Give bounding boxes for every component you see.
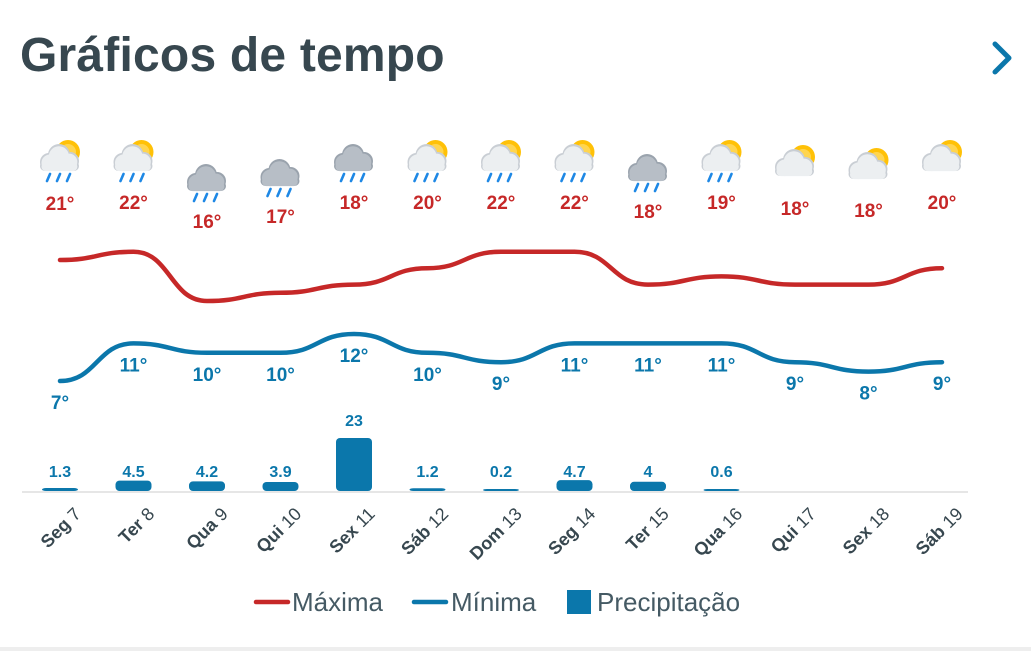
partly-cloudy-rain-icon	[701, 140, 742, 183]
x-tick-label: Qui 10	[252, 504, 305, 557]
precipitation-label: 0.2	[490, 464, 512, 481]
precipitation-label: 3.9	[269, 464, 291, 481]
x-tick-label: Seg 7	[37, 504, 85, 552]
max-temp-label: 22°	[119, 193, 148, 214]
min-temp-label: 9°	[492, 374, 510, 395]
x-tick-label: Ter 15	[622, 504, 673, 555]
precipitation-label: 4.5	[122, 464, 144, 481]
x-tick-label: Sáb 12	[397, 504, 452, 559]
precipitation-bar	[336, 438, 372, 491]
chevron-right-icon	[992, 41, 1012, 75]
precipitation-bar	[630, 481, 666, 491]
max-temp-label: 18°	[854, 201, 883, 222]
max-temp-label: 17°	[266, 207, 295, 228]
more-button[interactable]	[985, 38, 1017, 78]
partly-cloudy-rain-icon	[40, 140, 80, 183]
min-temp-label: 9°	[786, 374, 804, 395]
max-temp-label: 21°	[46, 194, 75, 215]
x-tick-label: Dom 13	[466, 504, 526, 564]
min-temp-label: 12°	[340, 346, 369, 367]
min-temp-label: 11°	[708, 355, 736, 376]
precipitation-label: 1.2	[416, 464, 438, 481]
legend: Máxima Mínima Precipitação	[253, 587, 740, 617]
precipitation-label: 4.2	[196, 464, 218, 481]
partly-cloudy-icon	[922, 140, 962, 172]
max-temp-label: 19°	[707, 193, 736, 214]
min-temp-label: 7°	[51, 393, 69, 414]
min-temp-label: 9°	[933, 374, 951, 395]
max-temp-label: 22°	[560, 193, 589, 214]
cloud-rain-icon	[187, 164, 226, 203]
x-tick-label: Qua 16	[690, 504, 747, 561]
legend-min-label: Mínima	[451, 587, 537, 617]
x-tick-label: Sex 18	[839, 504, 893, 558]
cloud-rain-icon	[260, 159, 300, 198]
max-temp-label: 22°	[487, 193, 516, 214]
x-tick-label: Sex 11	[325, 504, 379, 558]
precipitation-label: 23	[345, 413, 363, 430]
max-temp-label: 18°	[340, 193, 369, 214]
precipitation-bar	[409, 488, 446, 491]
precipitation-bar	[483, 489, 519, 491]
partly-cloudy-rain-icon	[554, 140, 595, 183]
legend-precip-label: Precipitação	[597, 587, 740, 617]
precipitation-label: 0.6	[710, 464, 732, 481]
max-temp-line	[57, 249, 945, 304]
precipitation-bar	[189, 481, 225, 491]
precipitation-bar	[262, 482, 299, 491]
legend-precip-swatch	[567, 590, 591, 614]
min-temp-label: 8°	[859, 384, 877, 405]
min-temp-label: 11°	[634, 355, 662, 376]
partly-cloudy-rain-icon	[407, 140, 448, 183]
partly-cloudy-rain-icon	[481, 140, 521, 183]
min-temp-label: 10°	[193, 365, 222, 386]
partly-cloudy-icon	[848, 148, 889, 180]
partly-cloudy-icon	[775, 145, 815, 177]
precipitation-label: 4	[644, 464, 653, 481]
min-temp-label: 10°	[266, 365, 295, 386]
precipitation-bar	[115, 480, 152, 491]
precipitation-label: 1.3	[49, 464, 71, 481]
partly-cloudy-rain-icon	[113, 140, 154, 183]
x-tick-label: Seg 14	[544, 504, 599, 559]
min-temp-line	[57, 331, 945, 384]
legend-max-label: Máxima	[292, 587, 384, 617]
x-tick-label: Sáb 19	[912, 504, 967, 559]
min-temp-label: 11°	[120, 355, 148, 376]
max-temp-label: 20°	[413, 193, 442, 214]
precipitation-bar	[556, 480, 593, 491]
cloud-rain-icon	[334, 144, 373, 183]
x-tick-label: Qua 9	[182, 504, 232, 554]
min-temp-label: 10°	[413, 365, 442, 386]
max-temp-label: 18°	[634, 202, 663, 223]
max-temp-label: 16°	[193, 212, 222, 233]
precipitation-bar	[703, 489, 740, 491]
cloud-rain-icon	[628, 154, 667, 193]
max-temp-label: 20°	[928, 193, 957, 214]
min-temp-label: 11°	[561, 355, 589, 376]
x-tick-label: Qui 17	[767, 504, 820, 557]
page-title: Gráficos de tempo	[20, 29, 445, 82]
x-tick-label: Ter 8	[115, 504, 159, 548]
card-bottom-border	[0, 647, 1031, 651]
max-temp-label: 18°	[781, 199, 810, 220]
precipitation-label: 4.7	[563, 464, 585, 481]
precipitation-bar	[42, 488, 78, 491]
